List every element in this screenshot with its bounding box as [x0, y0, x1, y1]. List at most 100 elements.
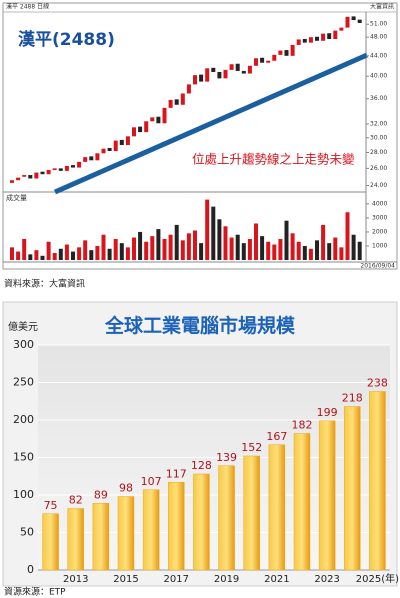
volume-bar: [211, 206, 216, 260]
volume-bar: [40, 255, 45, 260]
candle-body: [205, 68, 210, 82]
candle-body: [199, 74, 204, 82]
candle-body: [22, 175, 27, 177]
candle-body: [345, 16, 350, 28]
candle-body: [351, 16, 356, 21]
value-label: 107: [141, 475, 162, 488]
bar-title: 全球工業電腦市場規模: [104, 314, 296, 337]
x-tick-label: 2017: [164, 574, 189, 585]
x-tick-label: 2021: [264, 574, 289, 585]
candle-body: [144, 121, 149, 133]
volume-bar: [302, 245, 307, 260]
volume-bar: [95, 245, 100, 260]
volume-bar: [107, 248, 112, 260]
source-top: 資料來源：大富資訊: [4, 278, 85, 290]
candle-body: [95, 153, 100, 161]
volume-bar: [119, 243, 124, 260]
y-tick-label: 150: [13, 451, 34, 464]
candle-body: [132, 127, 136, 137]
candle-body: [241, 70, 246, 74]
y-tick-label: 40.00: [370, 73, 387, 80]
volume-label: 成交量: [6, 193, 27, 202]
volume-bar: [217, 219, 222, 260]
candle-body: [89, 156, 94, 161]
y-tick-label: 36.00: [370, 95, 387, 102]
volume-bar: [89, 250, 94, 260]
volume-bar: [290, 233, 295, 260]
volume-bar: [278, 238, 283, 260]
candle-body: [272, 54, 277, 61]
volume-bar: [180, 240, 185, 260]
candle-body: [10, 180, 14, 183]
candle-body: [186, 84, 191, 94]
volume-bar: [229, 237, 234, 260]
candle-body: [64, 165, 69, 171]
volume-bar: [113, 238, 118, 260]
candle-body: [101, 148, 106, 154]
value-label: 167: [266, 430, 287, 443]
volume-bar: [174, 224, 179, 260]
candle-body: [107, 147, 112, 151]
volume-bar: [345, 212, 350, 260]
volume-bar: [266, 241, 271, 260]
bar: [369, 391, 386, 571]
volume-bar: [357, 241, 362, 260]
y-tick-label: 24.00: [370, 182, 387, 189]
candle-body: [247, 65, 252, 74]
value-label: 139: [216, 451, 237, 464]
bar: [243, 455, 260, 571]
value-label: 75: [44, 499, 58, 512]
candle-body: [290, 44, 295, 56]
volume-bar: [333, 237, 338, 260]
x-tick-label: 2025(年): [356, 572, 399, 585]
volume-bar: [144, 241, 149, 260]
volume-tick-label: 3000: [372, 214, 387, 221]
y-tick-label: 48.00: [370, 34, 387, 41]
volume-bar: [339, 247, 344, 260]
candle-body: [254, 58, 258, 66]
volume-bar: [321, 224, 326, 260]
candle-body: [260, 57, 265, 63]
candle-body: [333, 30, 338, 39]
candle-body: [113, 140, 118, 151]
candle-body: [357, 19, 362, 23]
candle-body: [327, 33, 332, 39]
volume-bar: [199, 243, 204, 260]
candle-body: [71, 165, 75, 168]
y-tick-label: 100: [13, 488, 34, 501]
volume-bar: [150, 236, 155, 260]
candle-body: [296, 39, 301, 45]
volume-bar: [10, 247, 14, 260]
candle-body: [46, 170, 51, 175]
volume-bar: [241, 243, 246, 260]
x-tick-label: 2019: [214, 574, 239, 585]
volume-bar: [193, 230, 197, 260]
y-tick-label: 28.00: [370, 149, 387, 156]
y-tick-label: 50: [20, 526, 34, 539]
candle-body: [180, 93, 185, 105]
bar: [142, 489, 160, 571]
volume-bar: [156, 229, 161, 260]
candle-body: [150, 117, 155, 122]
y-tick-label: 44.00: [370, 52, 387, 59]
header: 漢平 2488 日線: [6, 3, 49, 11]
candle-body: [138, 126, 143, 133]
candle-body: [229, 64, 234, 70]
volume-bar: [315, 240, 319, 260]
volume-bar: [58, 248, 63, 260]
volume-bar: [83, 240, 88, 260]
volume-tick-label: 4000: [372, 200, 387, 207]
volume-bar: [186, 233, 191, 260]
candle-body: [302, 38, 307, 43]
volume-bar: [284, 220, 289, 260]
volume-bar: [16, 251, 21, 260]
candle-body: [278, 50, 283, 55]
volume-bar: [254, 223, 258, 260]
candle-body: [77, 161, 82, 168]
trend-line: [53, 52, 369, 195]
candle-body: [235, 63, 240, 71]
bar: [218, 465, 235, 571]
candle-body: [83, 157, 88, 162]
candle-body: [339, 27, 344, 31]
candle-body: [28, 175, 33, 179]
